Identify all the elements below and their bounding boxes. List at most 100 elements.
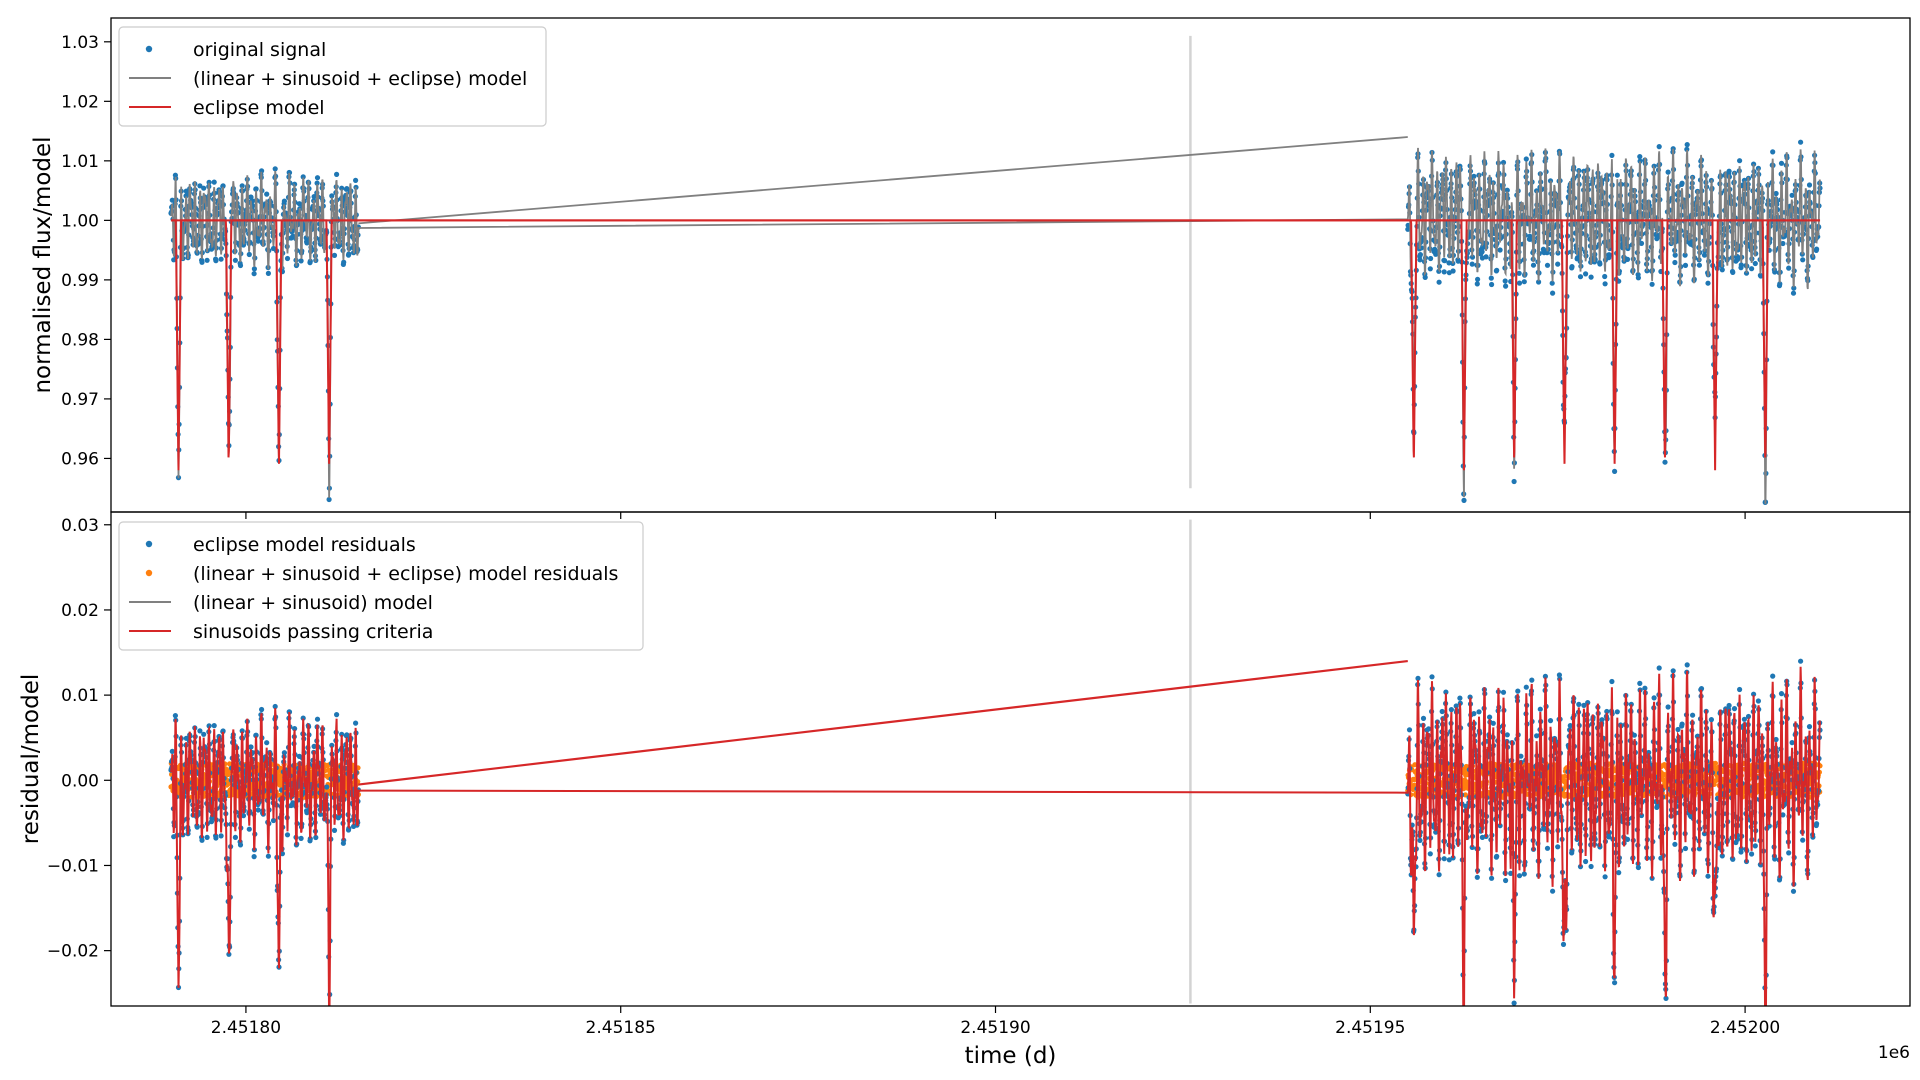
original-signal-point [1772, 269, 1778, 275]
original-signal-point [1651, 163, 1657, 169]
original-signal-point [251, 266, 257, 272]
original-signal-point [346, 251, 352, 257]
eclipse-residual-point [298, 835, 304, 842]
original-signal-point [1814, 246, 1820, 252]
eclipse-residual-point [1550, 888, 1556, 894]
eclipse-residual-point [1588, 863, 1594, 870]
original-signal-point [1442, 258, 1448, 264]
eclipse-residual-point [1612, 980, 1618, 986]
original-signal-point [1705, 280, 1711, 286]
original-signal-point [1469, 254, 1476, 260]
original-signal-point [1738, 262, 1744, 268]
original-signal-point [1597, 261, 1603, 267]
original-signal-point [1606, 252, 1613, 258]
original-signal-point [259, 168, 265, 174]
original-signal-point [1405, 226, 1411, 232]
original-signal-point [1474, 281, 1480, 287]
original-signal-point [314, 180, 320, 186]
original-signal-point [1555, 261, 1561, 267]
eclipse-residual-point [237, 842, 244, 848]
eclipse-residual-point [1461, 1016, 1466, 1021]
full-model-line [170, 147, 1821, 505]
eclipse-residual-point [1487, 714, 1493, 720]
original-signal-point [1588, 274, 1594, 280]
eclipse-residual-point [204, 834, 210, 841]
original-signal-point [272, 166, 278, 172]
original-signal-point [1743, 270, 1750, 276]
eclipse-residual-point [314, 716, 321, 722]
top-panel: 0.960.970.980.991.001.011.021.03 normali… [30, 17, 1911, 519]
full-model-residual-point [1411, 782, 1417, 788]
eclipse-residual-point [251, 854, 257, 860]
original-signal-point [1612, 468, 1618, 474]
eclipse-residual-point [1609, 678, 1615, 685]
original-signal-point [169, 197, 175, 203]
original-signal-point [197, 183, 203, 189]
original-signal-point [1436, 279, 1442, 285]
original-signal-point [1737, 158, 1743, 164]
original-signal-point [213, 258, 219, 264]
original-signal-point [1749, 266, 1755, 272]
original-signal-point [1773, 190, 1779, 197]
original-signal-point [286, 170, 293, 176]
original-signal-point [1544, 262, 1551, 268]
original-signal-point [1527, 236, 1533, 242]
legend-label: (linear + sinusoid + eclipse) model [193, 68, 527, 90]
original-signal-point [204, 257, 210, 263]
original-signal-point [292, 181, 298, 187]
original-signal-point [1549, 280, 1555, 286]
original-signal-point [1602, 273, 1608, 280]
original-signal-point [237, 262, 244, 269]
eclipse-residual-point [327, 1017, 332, 1022]
eclipse-residual-point [1679, 721, 1685, 727]
eclipse-residual-point [1500, 689, 1507, 695]
eclipse-residual-point [1461, 1034, 1466, 1039]
original-signal-point [1503, 283, 1509, 289]
eclipse-residual-point [1489, 875, 1495, 881]
original-signal-point [220, 183, 226, 189]
original-signal-point [1530, 262, 1537, 268]
original-signal-point [1800, 257, 1806, 263]
original-signal-point [1637, 158, 1643, 164]
original-signal-point [246, 251, 252, 258]
original-signal-point [298, 258, 304, 264]
eclipse-residual-point [1515, 688, 1521, 694]
original-signal-point [1428, 255, 1434, 262]
eclipse-residual-point [1602, 874, 1608, 880]
eclipse-residual-point [1583, 858, 1589, 865]
eclipse-residual-point [1441, 856, 1447, 862]
original-signal-point [1609, 152, 1615, 158]
original-signal-point [1735, 256, 1741, 262]
top-y-ticks: 0.960.970.980.991.001.011.021.03 [61, 33, 111, 469]
y-tick-label: 1.01 [61, 152, 99, 172]
eclipse-residual-point [1529, 677, 1535, 683]
original-signal-point [331, 252, 338, 258]
original-signal-point [339, 185, 345, 191]
original-signal-point [1417, 252, 1423, 258]
original-signal-point [253, 186, 259, 192]
eclipse-residual-point [324, 784, 330, 790]
original-signal-point [1637, 154, 1643, 160]
original-signal-point [1502, 278, 1508, 284]
eclipse-residual-point [1599, 717, 1605, 723]
eclipse-residual-point [1635, 864, 1641, 871]
original-signal-point [1471, 173, 1477, 179]
bottom-plot-content [168, 519, 1823, 1039]
eclipse-residual-point [353, 720, 359, 726]
y-tick-label: 1.03 [61, 33, 99, 53]
original-signal-point [329, 193, 335, 199]
original-signal-point [1516, 280, 1523, 286]
eclipse-residual-point [1547, 718, 1554, 724]
eclipse-residual-point [1476, 709, 1482, 715]
original-signal-point [304, 240, 310, 246]
original-signal-point [1798, 139, 1804, 145]
y-tick-label: 0.96 [61, 449, 99, 469]
original-signal-point [1656, 144, 1662, 150]
original-signal-point [1701, 252, 1708, 258]
full-model-residual-point [227, 761, 233, 767]
original-signal-point [1489, 281, 1495, 288]
original-signal-point [1777, 281, 1783, 287]
eclipse-residual-point [248, 744, 254, 750]
legend-label: original signal [193, 39, 326, 61]
eclipse-residual-point [1457, 695, 1463, 701]
